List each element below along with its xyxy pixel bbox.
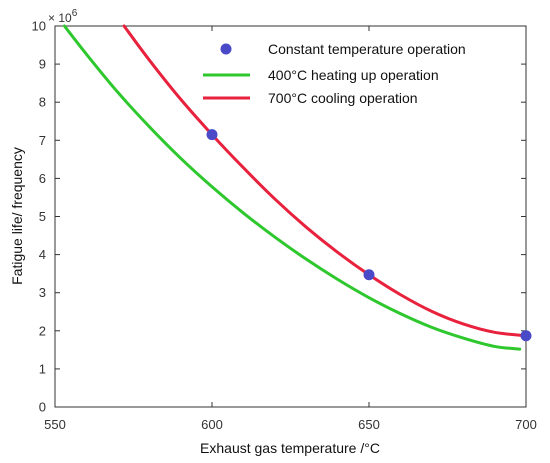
- y-axis: 0 1 2 3 4 5 6 7 8 9 10: [32, 19, 526, 415]
- x-tick-label: 650: [358, 417, 380, 432]
- y-tick-label: 10: [32, 19, 46, 34]
- y-tick-label: 6: [39, 171, 46, 186]
- x-tick-label: 700: [515, 417, 537, 432]
- y-tick-label: 4: [39, 247, 46, 262]
- y-axis-label: Fatigue life/ frequency: [9, 147, 25, 285]
- legend-label-cooling: 700°C cooling operation: [268, 90, 418, 106]
- series-line-1: [62, 24, 522, 351]
- legend: Constant temperature operation 400°C hea…: [203, 41, 466, 106]
- y-tick-label: 5: [39, 209, 46, 224]
- y-tick-label: 1: [39, 361, 46, 376]
- scatter-point: [363, 269, 375, 281]
- series-line-2: [122, 24, 528, 338]
- x-tick-label: 600: [201, 417, 223, 432]
- plot-frame: [54, 25, 527, 408]
- y-tick-label: 0: [39, 400, 46, 415]
- scatter-point: [206, 129, 218, 141]
- y-multiplier: × 106: [48, 8, 78, 25]
- y-tick-label: 7: [39, 133, 46, 148]
- series-layer: [62, 24, 532, 351]
- x-tick-label: 550: [44, 417, 66, 432]
- scatter-point: [520, 330, 532, 342]
- y-tick-label: 2: [39, 323, 46, 338]
- legend-label-heating: 400°C heating up operation: [268, 67, 439, 83]
- legend-marker-constant: [220, 43, 232, 55]
- y-tick-label: 8: [39, 95, 46, 110]
- y-tick-label: 9: [39, 57, 46, 72]
- legend-label-constant: Constant temperature operation: [268, 41, 466, 57]
- x-axis-label: Exhaust gas temperature /°C: [200, 440, 380, 456]
- x-axis: 550 600 650 700: [44, 26, 537, 432]
- y-tick-label: 3: [39, 285, 46, 300]
